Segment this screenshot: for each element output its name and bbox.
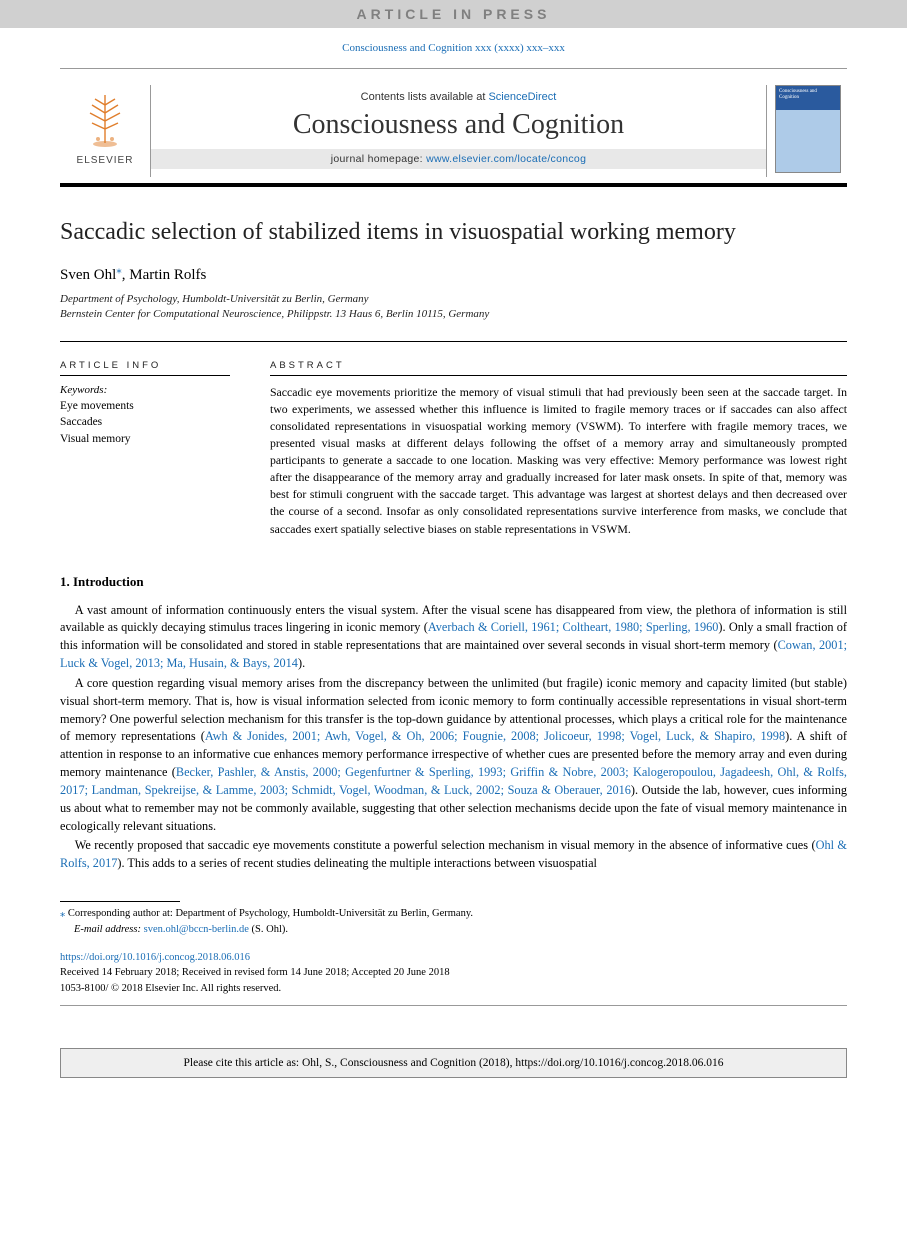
para-text: ). This adds to a series of recent studi… [117, 856, 597, 870]
cite-box-text: Please cite this article as: Ohl, S., Co… [184, 1057, 724, 1069]
received-line: Received 14 February 2018; Received in r… [60, 965, 847, 981]
doi-link[interactable]: https://doi.org/10.1016/j.concog.2018.06… [60, 950, 847, 966]
article-title: Saccadic selection of stabilized items i… [60, 217, 847, 247]
elsevier-tree-icon [80, 93, 130, 148]
keywords-label: Keywords: [60, 384, 230, 396]
article-info-column: ARTICLE INFO Keywords: Eye movements Sac… [60, 360, 230, 538]
article-in-press-banner: ARTICLE IN PRESS [0, 0, 907, 28]
keyword-item: Saccades [60, 414, 230, 431]
section-heading-intro: 1. Introduction [60, 574, 847, 590]
affiliation-2: Bernstein Center for Computational Neuro… [60, 307, 847, 322]
homepage-prefix: journal homepage: [331, 153, 426, 165]
body-paragraph: A vast amount of information continuousl… [60, 602, 847, 673]
citation-link[interactable]: Averbach & Coriell, 1961; Coltheart, 198… [428, 620, 719, 634]
footnote-rule [60, 901, 180, 902]
keyword-item: Eye movements [60, 398, 230, 415]
journal-reference-line: Consciousness and Cognition xxx (xxxx) x… [0, 28, 907, 68]
divider [60, 341, 847, 342]
keywords-list: Eye movements Saccades Visual memory [60, 398, 230, 448]
corr-text: Corresponding author at: Department of P… [68, 908, 473, 919]
publisher-logo-block: ELSEVIER [60, 87, 150, 176]
authors-line: Sven Ohl⁎, Martin Rolfs [60, 263, 847, 284]
abstract-column: ABSTRACT Saccadic eye movements prioriti… [270, 360, 847, 538]
journal-cover-thumbnail: Consciousness and Cognition [775, 85, 841, 173]
corresponding-marker-icon: ⁎ [60, 908, 65, 919]
para-text: ). [298, 656, 305, 670]
email-suffix: (S. Ohl). [252, 924, 288, 935]
cover-tag: Consciousness and Cognition [776, 86, 840, 103]
email-line: E-mail address: sven.ohl@bccn-berlin.de … [74, 922, 847, 938]
masthead-center: Contents lists available at ScienceDirec… [150, 85, 767, 177]
email-link[interactable]: sven.ohl@bccn-berlin.de [144, 924, 249, 935]
abstract-heading: ABSTRACT [270, 360, 847, 376]
author-2: Martin Rolfs [129, 267, 206, 283]
bottom-rule [60, 1005, 847, 1006]
keyword-item: Visual memory [60, 431, 230, 448]
journal-title: Consciousness and Cognition [161, 109, 756, 141]
info-abstract-row: ARTICLE INFO Keywords: Eye movements Sac… [60, 360, 847, 538]
contents-prefix: Contents lists available at [361, 91, 489, 103]
para-text: We recently proposed that saccadic eye m… [75, 838, 816, 852]
body-paragraph: A core question regarding visual memory … [60, 675, 847, 835]
affiliations: Department of Psychology, Humboldt-Unive… [60, 292, 847, 323]
journal-homepage-line: journal homepage: www.elsevier.com/locat… [151, 149, 766, 169]
masthead: ELSEVIER Contents lists available at Sci… [60, 68, 847, 187]
author-1: Sven Ohl [60, 267, 116, 283]
email-label: E-mail address: [74, 924, 141, 935]
body-paragraph: We recently proposed that saccadic eye m… [60, 837, 847, 873]
journal-ref-link[interactable]: Consciousness and Cognition xxx (xxxx) x… [342, 42, 565, 54]
cite-this-article-box: Please cite this article as: Ohl, S., Co… [60, 1048, 847, 1078]
footnotes: ⁎ Corresponding author at: Department of… [60, 906, 847, 938]
affiliation-1: Department of Psychology, Humboldt-Unive… [60, 292, 847, 307]
issn-copyright: 1053-8100/ © 2018 Elsevier Inc. All righ… [60, 981, 847, 997]
contents-lists-line: Contents lists available at ScienceDirec… [161, 91, 756, 103]
journal-cover-block: Consciousness and Cognition [767, 79, 847, 183]
bottom-meta: https://doi.org/10.1016/j.concog.2018.06… [60, 950, 847, 997]
article-info-heading: ARTICLE INFO [60, 360, 230, 376]
abstract-text: Saccadic eye movements prioritize the me… [270, 384, 847, 538]
corresponding-author-note: ⁎ Corresponding author at: Department of… [60, 906, 847, 922]
homepage-url[interactable]: www.elsevier.com/locate/concog [426, 153, 586, 165]
sciencedirect-link[interactable]: ScienceDirect [488, 91, 556, 103]
citation-link[interactable]: Awh & Jonides, 2001; Awh, Vogel, & Oh, 2… [205, 729, 785, 743]
publisher-label: ELSEVIER [60, 155, 150, 166]
